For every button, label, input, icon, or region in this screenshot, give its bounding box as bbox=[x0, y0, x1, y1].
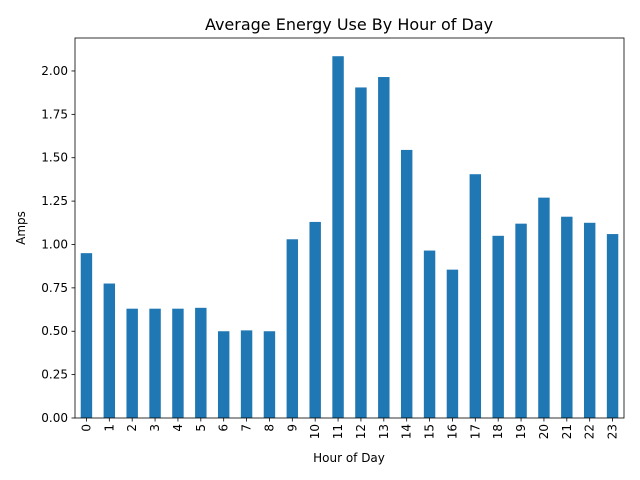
bar-hour-9 bbox=[286, 239, 299, 418]
bar-hour-20 bbox=[538, 197, 550, 418]
bar-hour-3 bbox=[149, 308, 161, 418]
x-tick-label: 15 bbox=[423, 424, 437, 439]
x-tick-label: 22 bbox=[583, 424, 597, 439]
y-tick-label: 1.25 bbox=[41, 194, 68, 208]
y-tick-label: 0.25 bbox=[41, 368, 68, 382]
x-axis: 0 1 2 3 4 5 6 7 8 9 10 11 12 13 14 15 16 17 18 19 20 21 22 23 bbox=[79, 418, 620, 439]
y-tick-label: 0.50 bbox=[41, 324, 68, 338]
x-tick-label: 21 bbox=[560, 424, 574, 439]
y-tick-label: 0.75 bbox=[41, 281, 68, 295]
x-tick-label: 1 bbox=[102, 424, 116, 432]
y-tick-label: 0.00 bbox=[41, 411, 68, 425]
bar-hour-6 bbox=[217, 331, 230, 418]
chart-title: Average Energy Use By Hour of Day bbox=[205, 15, 493, 34]
x-tick-label: 5 bbox=[194, 424, 208, 432]
plot-frame bbox=[74, 37, 625, 419]
x-tick-label: 0 bbox=[79, 424, 93, 432]
bar-hour-14 bbox=[400, 149, 413, 419]
x-tick-label: 4 bbox=[171, 424, 185, 432]
bar-hour-16 bbox=[446, 269, 459, 418]
x-tick-label: 12 bbox=[354, 424, 368, 439]
y-axis: 0.00 0.25 0.50 0.75 1.00 1.25 1.50 1.75 2.00 bbox=[41, 64, 75, 425]
bar-hour-12 bbox=[355, 87, 367, 418]
x-tick-label: 19 bbox=[514, 424, 528, 439]
bar-hour-21 bbox=[561, 216, 573, 418]
bar-hour-10 bbox=[309, 221, 321, 418]
bar-hour-17 bbox=[469, 174, 482, 418]
bar-hour-15 bbox=[423, 250, 436, 418]
x-tick-label: 17 bbox=[468, 424, 482, 439]
x-tick-label: 13 bbox=[377, 424, 391, 439]
x-tick-label: 3 bbox=[148, 424, 162, 432]
bar-hour-0 bbox=[80, 253, 93, 418]
bar-hour-1 bbox=[103, 283, 116, 418]
x-tick-label: 11 bbox=[331, 424, 345, 439]
bar-hour-18 bbox=[492, 235, 504, 418]
bar-hour-2 bbox=[126, 308, 138, 418]
bar-hour-23 bbox=[606, 234, 619, 418]
x-tick-label: 10 bbox=[308, 424, 322, 439]
bar-hour-19 bbox=[515, 223, 527, 418]
x-tick-label: 14 bbox=[400, 424, 414, 439]
y-tick-label: 1.00 bbox=[41, 237, 68, 251]
bar-hour-8 bbox=[263, 331, 276, 418]
y-axis-label: Amps bbox=[14, 211, 28, 245]
x-tick-label: 2 bbox=[125, 424, 139, 432]
bars-group bbox=[80, 56, 619, 419]
x-tick-label: 7 bbox=[240, 424, 254, 432]
bar-hour-5 bbox=[195, 307, 207, 418]
x-tick-label: 8 bbox=[262, 424, 276, 432]
bar-hour-7 bbox=[240, 330, 253, 418]
y-tick-label: 2.00 bbox=[41, 64, 68, 78]
x-tick-label: 18 bbox=[491, 424, 505, 439]
bar-hour-4 bbox=[172, 308, 184, 418]
bar-hour-13 bbox=[378, 77, 390, 418]
x-axis-label: Hour of Day bbox=[313, 451, 385, 465]
x-tick-label: 6 bbox=[217, 424, 231, 432]
y-tick-label: 1.75 bbox=[41, 107, 68, 121]
x-tick-label: 9 bbox=[285, 424, 299, 432]
y-tick-label: 1.50 bbox=[41, 151, 68, 165]
bar-hour-11 bbox=[332, 56, 344, 418]
bar-hour-22 bbox=[583, 222, 596, 418]
x-tick-label: 23 bbox=[606, 424, 620, 439]
x-tick-label: 16 bbox=[445, 424, 459, 439]
x-tick-label: 20 bbox=[537, 424, 551, 439]
